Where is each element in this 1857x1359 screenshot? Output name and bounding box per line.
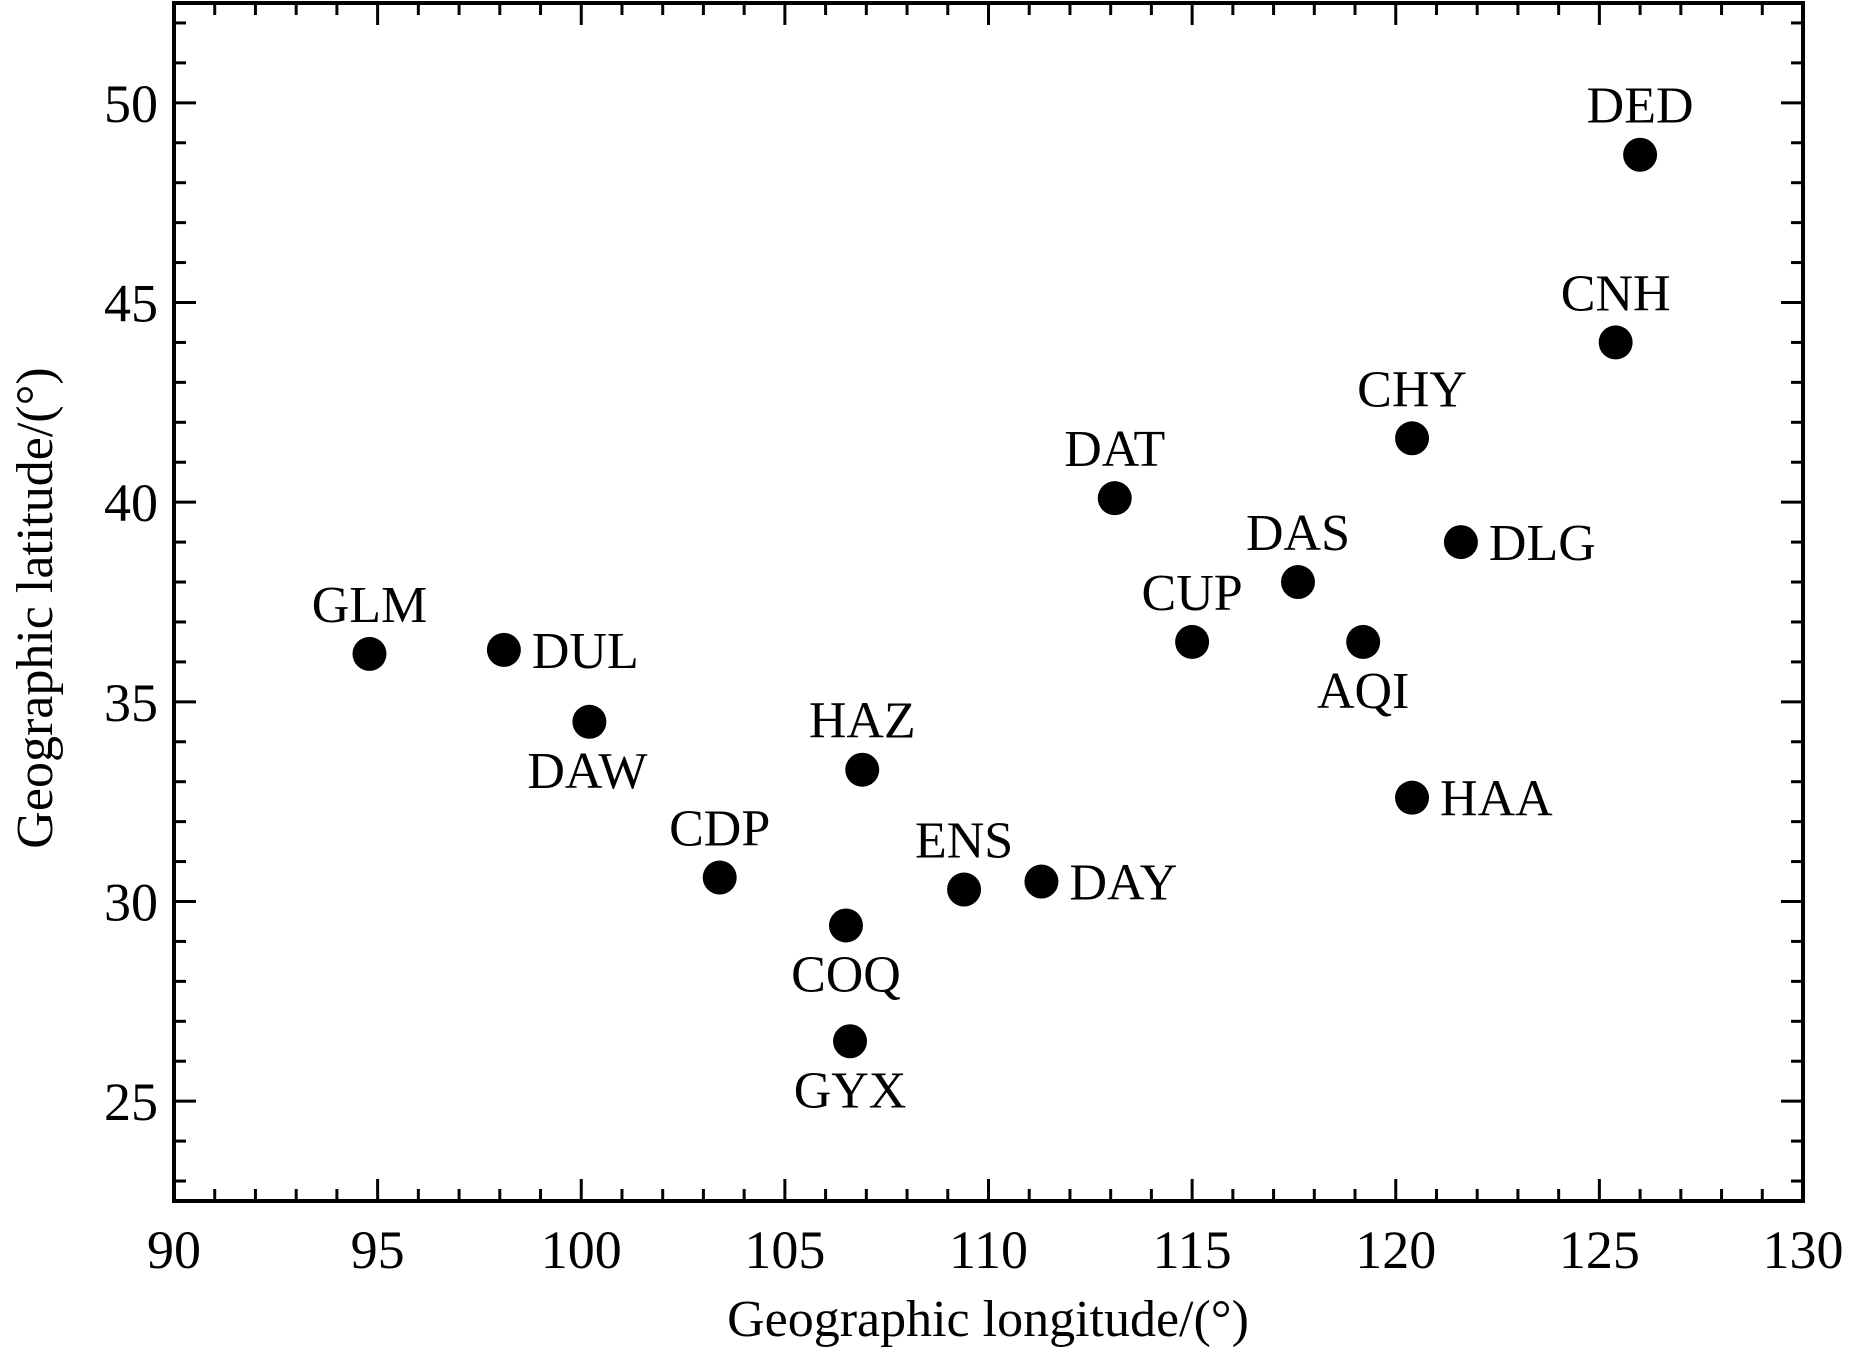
point-label-cup: CUP: [1142, 565, 1243, 622]
data-point-cdp: [702, 860, 737, 895]
point-label-dat: DAT: [1064, 421, 1165, 478]
data-point-glm: [352, 636, 387, 671]
point-label-ens: ENS: [915, 813, 1013, 870]
y-tick-label: 30: [104, 873, 158, 933]
data-point-cnh: [1598, 325, 1633, 360]
y-tick-label: 35: [104, 673, 158, 733]
point-label-chy: CHY: [1357, 361, 1467, 418]
point-label-dul: DUL: [532, 623, 639, 680]
data-point-dat: [1097, 481, 1132, 516]
data-point-dul: [486, 632, 521, 667]
y-tick-label: 40: [104, 473, 158, 533]
x-axis-title: Geographic longitude/(°): [727, 1291, 1249, 1348]
point-label-dlg: DLG: [1489, 515, 1596, 572]
point-label-cnh: CNH: [1561, 265, 1671, 322]
y-axis-title: Geographic latitude/(°): [7, 367, 64, 848]
x-tick-label: 120: [1355, 1220, 1436, 1280]
data-point-aqi: [1346, 624, 1381, 659]
data-point-das: [1281, 565, 1316, 600]
point-label-daw: DAW: [527, 743, 647, 800]
data-point-dlg: [1443, 525, 1478, 560]
data-point-coq: [828, 908, 863, 943]
point-label-gyx: GYX: [794, 1062, 907, 1119]
x-tick-label: 125: [1559, 1220, 1640, 1280]
y-tick-label: 45: [104, 274, 158, 334]
data-point-cup: [1175, 624, 1210, 659]
data-point-haa: [1395, 780, 1430, 815]
x-tick-label: 105: [744, 1220, 825, 1280]
point-label-day: DAY: [1069, 855, 1177, 912]
data-point-chy: [1395, 421, 1430, 456]
point-label-cdp: CDP: [669, 801, 770, 858]
x-tick-label: 110: [949, 1220, 1028, 1280]
x-tick-label: 115: [1153, 1220, 1232, 1280]
point-label-coq: COQ: [791, 946, 901, 1003]
data-point-haz: [845, 752, 880, 787]
x-tick-label: 100: [541, 1220, 622, 1280]
data-point-gyx: [833, 1024, 868, 1059]
point-label-glm: GLM: [312, 577, 428, 634]
point-label-aqi: AQI: [1317, 663, 1409, 720]
x-tick-label: 130: [1763, 1220, 1844, 1280]
point-label-ded: DED: [1587, 78, 1694, 135]
x-tick-label: 90: [147, 1220, 201, 1280]
y-tick-label: 25: [104, 1072, 158, 1132]
point-label-das: DAS: [1246, 505, 1350, 562]
ticks-layer: 90 95 100 105 110 115 120 125 130 25 30 35 40 45 50: [104, 3, 1844, 1280]
data-point-ens: [947, 872, 982, 907]
data-point-ded: [1623, 137, 1658, 172]
point-label-haa: HAA: [1440, 771, 1553, 828]
y-tick-label: 50: [104, 74, 158, 134]
x-tick-label: 95: [351, 1220, 405, 1280]
data-point-daw: [572, 704, 607, 739]
point-label-haz: HAZ: [809, 693, 916, 750]
data-point-day: [1024, 864, 1059, 899]
